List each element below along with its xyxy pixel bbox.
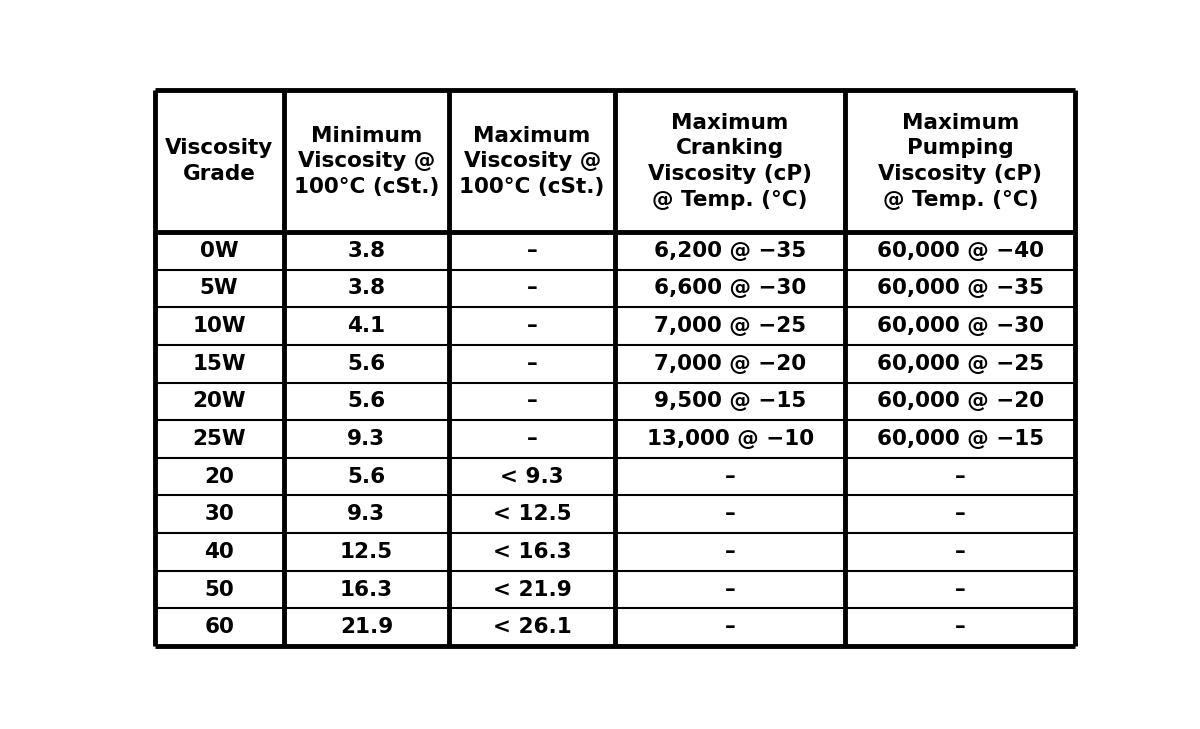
Text: 20: 20	[204, 467, 234, 487]
Text: –: –	[955, 467, 966, 487]
Text: 3.8: 3.8	[347, 278, 385, 298]
Text: –: –	[527, 354, 538, 374]
Text: 13,000 @ −10: 13,000 @ −10	[647, 429, 814, 449]
Text: Maximum
Pumping
Viscosity (cP)
@ Temp. (°C): Maximum Pumping Viscosity (cP) @ Temp. (…	[878, 113, 1043, 209]
Text: 30: 30	[204, 504, 234, 524]
Text: 6,600 @ −30: 6,600 @ −30	[654, 278, 806, 298]
Text: 4.1: 4.1	[347, 316, 385, 336]
Text: < 16.3: < 16.3	[493, 542, 571, 562]
Text: 40: 40	[204, 542, 234, 562]
Text: < 9.3: < 9.3	[500, 467, 564, 487]
Text: 9.3: 9.3	[347, 504, 385, 524]
Text: 3.8: 3.8	[347, 241, 385, 261]
Text: –: –	[527, 278, 538, 298]
Text: –: –	[955, 504, 966, 524]
Text: < 26.1: < 26.1	[493, 617, 571, 637]
Text: 9,500 @ −15: 9,500 @ −15	[654, 391, 806, 411]
Text: Maximum
Cranking
Viscosity (cP)
@ Temp. (°C): Maximum Cranking Viscosity (cP) @ Temp. …	[648, 113, 812, 209]
Text: 50: 50	[204, 580, 234, 599]
Text: –: –	[527, 429, 538, 449]
Text: 10W: 10W	[192, 316, 246, 336]
Text: 5W: 5W	[199, 278, 239, 298]
Text: 5.6: 5.6	[347, 467, 385, 487]
Text: 5.6: 5.6	[347, 354, 385, 374]
Text: 5.6: 5.6	[347, 391, 385, 411]
Text: –: –	[725, 580, 736, 599]
Text: –: –	[527, 391, 538, 411]
Text: 60,000 @ −30: 60,000 @ −30	[877, 316, 1044, 336]
Text: 60,000 @ −15: 60,000 @ −15	[877, 429, 1044, 449]
Text: –: –	[527, 316, 538, 336]
Text: 60: 60	[204, 617, 234, 637]
Text: –: –	[725, 504, 736, 524]
Text: 20W: 20W	[192, 391, 246, 411]
Text: 6,200 @ −35: 6,200 @ −35	[654, 241, 806, 261]
Text: 12.5: 12.5	[340, 542, 392, 562]
Text: 7,000 @ −25: 7,000 @ −25	[654, 316, 806, 336]
Text: –: –	[725, 542, 736, 562]
Text: < 21.9: < 21.9	[493, 580, 571, 599]
Text: Minimum
Viscosity @
100°C (cSt.): Minimum Viscosity @ 100°C (cSt.)	[294, 125, 439, 197]
Text: –: –	[955, 617, 966, 637]
Text: 60,000 @ −20: 60,000 @ −20	[877, 391, 1044, 411]
Text: –: –	[725, 617, 736, 637]
Text: –: –	[527, 241, 538, 261]
Text: Viscosity
Grade: Viscosity Grade	[164, 139, 274, 184]
Text: –: –	[955, 580, 966, 599]
Text: 60,000 @ −35: 60,000 @ −35	[877, 278, 1044, 298]
Text: 9.3: 9.3	[347, 429, 385, 449]
Text: 0W: 0W	[199, 241, 239, 261]
Text: Maximum
Viscosity @
100°C (cSt.): Maximum Viscosity @ 100°C (cSt.)	[460, 125, 605, 197]
Text: 60,000 @ −40: 60,000 @ −40	[877, 241, 1044, 261]
Text: –: –	[725, 467, 736, 487]
Text: 7,000 @ −20: 7,000 @ −20	[654, 354, 806, 374]
Text: 25W: 25W	[192, 429, 246, 449]
Text: 21.9: 21.9	[340, 617, 394, 637]
Text: –: –	[955, 542, 966, 562]
Text: 60,000 @ −25: 60,000 @ −25	[877, 354, 1044, 374]
Text: < 12.5: < 12.5	[493, 504, 571, 524]
Text: 15W: 15W	[192, 354, 246, 374]
Text: 16.3: 16.3	[340, 580, 392, 599]
